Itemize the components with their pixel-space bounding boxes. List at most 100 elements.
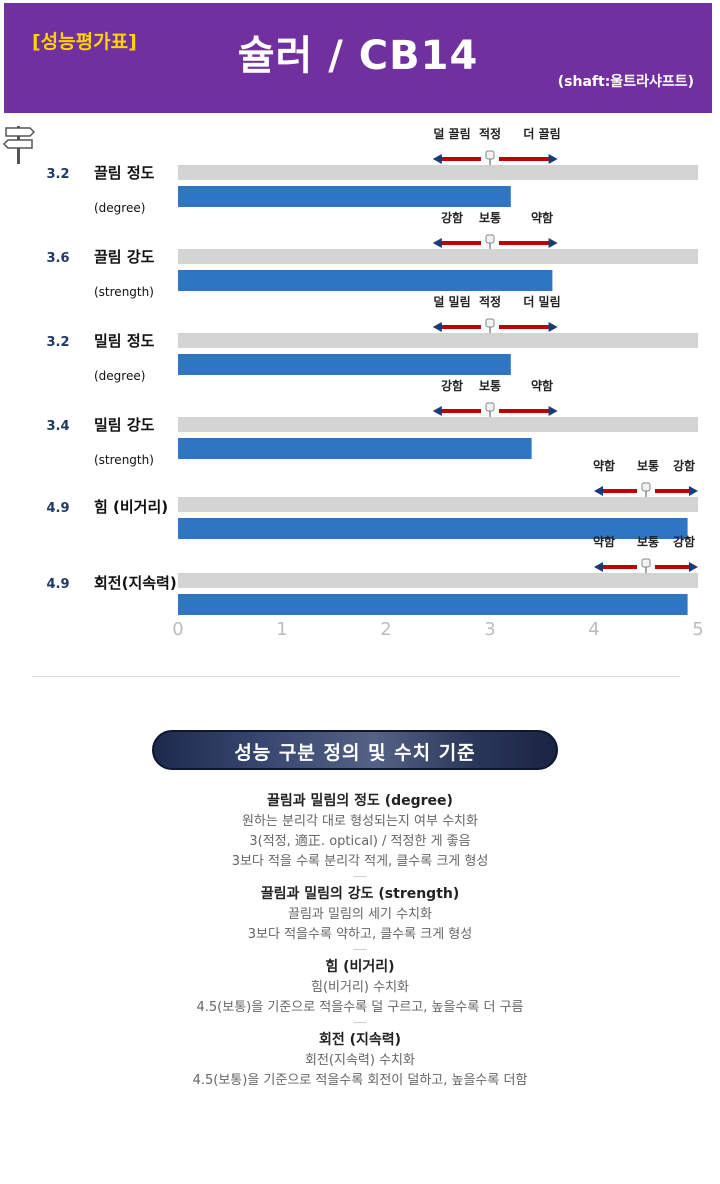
definitions-list: 끌림과 밀림의 정도 (degree) 원하는 분리각 대로 형성되는지 여부 수… (0, 790, 720, 1097)
arrow-right-head (689, 562, 698, 572)
value-label: 4.9 (46, 577, 69, 592)
scale-label-low: 덜 끌림 (433, 127, 470, 141)
scale-label-high: 더 밀림 (523, 294, 560, 309)
category-sublabel: (strength) (94, 453, 154, 467)
bar (178, 594, 688, 615)
pin-head-icon (485, 318, 495, 328)
scale-label-high: 강함 (673, 534, 695, 549)
definition-separator (354, 1022, 366, 1023)
definition-title: 힘 (비거리) (325, 959, 395, 975)
scale-label-low: 약함 (593, 458, 615, 473)
category-label: 끌림 강도 (94, 248, 155, 266)
arrow-left-head (432, 406, 442, 416)
scale-label-low: 약함 (593, 534, 615, 549)
bar (178, 270, 553, 291)
category-label: 끌림 정도 (94, 164, 155, 182)
arrow-right-head (548, 406, 558, 416)
category-label: 밀림 강도 (94, 416, 155, 434)
pin-head-icon (641, 482, 651, 492)
definition-line: 3보다 적을수록 약하고, 클수록 크게 형성 (247, 927, 473, 942)
scale-label-low: 강함 (441, 378, 463, 393)
definition-block: 힘 (비거리) 힘(비거리) 수치화 4.5(보통)을 기준으로 적을수록 덜 구르… (0, 956, 720, 1023)
arrow-left-head (432, 322, 442, 332)
bar (178, 438, 532, 459)
page-title: 슐러 / CB14 (237, 33, 479, 79)
value-label: 4.9 (46, 501, 69, 516)
category-label: 힘 (비거리) (94, 498, 168, 516)
bar-track (178, 497, 698, 512)
arrow-right-head (548, 322, 558, 332)
header-banner: [성능평가표] 슐러 / CB14 (shaft:울트라샤프트) (4, 3, 712, 113)
bar (178, 354, 511, 375)
definition-line: 회전(지속력) 수치화 (305, 1053, 415, 1068)
definition-block: 끌림과 밀림의 강도 (strength) 끌림과 밀림의 세기 수치화 3보다 적… (0, 883, 720, 950)
value-label: 3.6 (46, 251, 69, 266)
pin-head-icon (485, 150, 495, 160)
definition-line: 3(적정, 適正. optical) / 적정한 게 좋음 (249, 834, 471, 849)
pin-head-icon (485, 234, 495, 244)
bar-track (178, 417, 698, 432)
arrow-left-head (432, 154, 442, 164)
scale-label-mid: 보통 (479, 210, 501, 225)
x-tick-label: 2 (380, 619, 391, 640)
scale-label-high: 더 끌림 (523, 126, 560, 141)
definition-line: 3보다 적을 수록 분리각 적게, 클수록 크게 형성 (231, 854, 489, 869)
performance-chart: 덜 끌림 적정 더 끌림3.2 끌림 정도(degree)강함 보통 약함3.6 끌림 강도… (2, 126, 704, 640)
definition-block: 회전 (지속력) 회전(지속력) 수치화 4.5(보통)을 기준으로 적을수록 회전… (0, 1029, 720, 1091)
value-label: 3.4 (46, 419, 69, 434)
definition-block: 끌림과 밀림의 정도 (degree) 원하는 분리각 대로 형성되는지 여부 수… (0, 790, 720, 877)
signpost-icon (2, 126, 36, 164)
definitions-banner: 성능 구분 정의 및 수치 기준 (152, 730, 558, 770)
bar (178, 518, 688, 539)
definition-line: 4.5(보통)을 기준으로 적을수록 회전이 덜하고, 높을수록 더함 (192, 1073, 528, 1088)
scale-label-high: 약함 (531, 378, 553, 393)
definition-line: 끌림과 밀림의 세기 수치화 (288, 907, 432, 922)
arrow-right-head (548, 238, 558, 248)
arrow-left-head (594, 486, 603, 496)
x-tick-label: 4 (588, 619, 599, 640)
definition-separator (354, 876, 366, 877)
category-label: 밀림 정도 (94, 332, 155, 350)
category-label: 회전(지속력) (94, 574, 177, 592)
definition-line: 힘(비거리) 수치화 (311, 980, 409, 995)
definitions-banner-title: 성능 구분 정의 및 수치 기준 (234, 742, 476, 764)
scale-label-mid: 보통 (637, 458, 659, 473)
header-tag: [성능평가표] (32, 31, 137, 53)
scale-label-low: 강함 (441, 210, 463, 225)
x-tick-label: 3 (484, 619, 495, 640)
x-tick-label: 5 (692, 619, 703, 640)
definition-title: 끌림과 밀림의 정도 (degree) (267, 793, 453, 809)
arrow-right-head (548, 154, 558, 164)
bar-track (178, 333, 698, 348)
section-divider (32, 676, 680, 677)
scale-label-mid: 보통 (637, 534, 659, 549)
value-label: 3.2 (46, 167, 69, 182)
pin-head-icon (485, 402, 495, 412)
scale-label-mid: 보통 (479, 378, 501, 393)
category-sublabel: (degree) (94, 201, 145, 215)
bar-track (178, 249, 698, 264)
scale-label-high: 약함 (531, 210, 553, 225)
x-tick-label: 1 (276, 619, 287, 640)
x-tick-label: 0 (172, 619, 183, 640)
category-sublabel: (strength) (94, 285, 154, 299)
header-subtitle: (shaft:울트라샤프트) (557, 74, 694, 90)
bar-track (178, 165, 698, 180)
definition-line: 4.5(보통)을 기준으로 적을수록 덜 구르고, 높을수록 더 구름 (196, 1000, 524, 1015)
arrow-left-head (594, 562, 603, 572)
value-label: 3.2 (46, 335, 69, 350)
definition-title: 회전 (지속력) (318, 1032, 402, 1048)
pin-head-icon (641, 558, 651, 568)
category-sublabel: (degree) (94, 369, 145, 383)
scale-label-high: 강함 (673, 458, 695, 473)
arrow-right-head (689, 486, 698, 496)
scale-label-mid: 적정 (479, 294, 501, 309)
bar (178, 186, 511, 207)
definition-title: 끌림과 밀림의 강도 (strength) (260, 886, 460, 902)
scale-label-mid: 적정 (479, 126, 501, 141)
arrow-left-head (432, 238, 442, 248)
definition-separator (354, 949, 366, 950)
definition-line: 원하는 분리각 대로 형성되는지 여부 수치화 (242, 814, 478, 829)
scale-label-low: 덜 밀림 (433, 295, 470, 309)
bar-track (178, 573, 698, 588)
